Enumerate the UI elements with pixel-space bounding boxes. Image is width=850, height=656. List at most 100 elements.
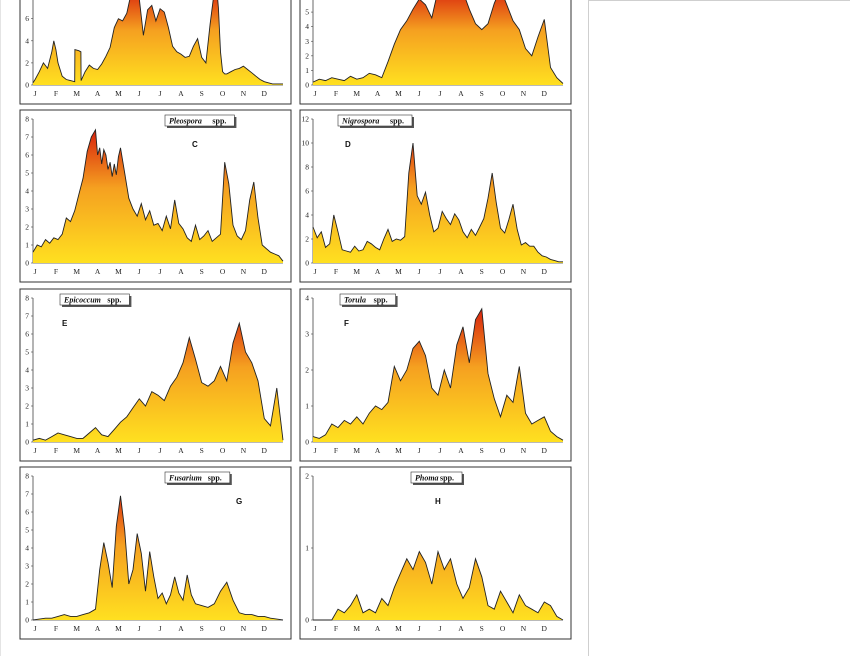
- month-label: J: [159, 624, 162, 633]
- month-label: M: [115, 89, 122, 98]
- y-tick-label: 4: [305, 22, 309, 31]
- y-tick-label: 4: [25, 187, 29, 196]
- y-tick-label: 1: [25, 420, 29, 429]
- series-line: [313, 549, 564, 621]
- chart-panel-h: 0 1 2 J F M A M J J A S O N D Phoma spp. H: [299, 466, 572, 640]
- month-label: A: [95, 267, 101, 276]
- month-label: N: [521, 624, 527, 633]
- month-label: M: [115, 267, 122, 276]
- y-tick-label: 5: [25, 169, 29, 178]
- y-tick-label: 2: [305, 51, 309, 60]
- month-label: M: [73, 267, 80, 276]
- page-left-edge: [0, 0, 1, 656]
- month-label: M: [395, 624, 402, 633]
- y-tick-label: 3: [25, 384, 29, 393]
- month-label: O: [220, 624, 226, 633]
- month-label: M: [73, 446, 80, 455]
- title-genus: Fusarium: [168, 474, 202, 483]
- panel-letter: G: [236, 497, 242, 506]
- y-tick-label: 8: [25, 0, 29, 1]
- y-tick-label: 6: [25, 330, 29, 339]
- y-tick-label: 0: [25, 616, 29, 625]
- month-label: F: [334, 89, 338, 98]
- y-tick-label: 0: [25, 259, 29, 268]
- month-label: A: [458, 446, 464, 455]
- y-tick-label: 8: [25, 115, 29, 124]
- month-label: F: [54, 267, 58, 276]
- month-label: A: [458, 267, 464, 276]
- y-tick-label: 2: [305, 235, 309, 244]
- y-tick-label: 1: [305, 402, 309, 411]
- month-label: F: [334, 446, 338, 455]
- month-label: A: [458, 624, 464, 633]
- title-box: [164, 114, 235, 127]
- chart-panel-g: 0 1 2 3 4 5 6 7 8 J F M A M J J A S O N D Fusarium spp. G: [19, 466, 292, 640]
- month-label: A: [375, 446, 381, 455]
- month-label: A: [95, 446, 101, 455]
- month-label: N: [521, 89, 527, 98]
- month-label: J: [159, 267, 162, 276]
- chart-panel-a: 0 2 4 6 8 J F M A M J J A S O N D: [19, 0, 292, 105]
- chart-panel-b: 0 1 2 3 4 5 6 J F M A M J J A S O N D: [299, 0, 572, 105]
- month-label: J: [439, 267, 442, 276]
- y-tick-label: 3: [305, 330, 309, 339]
- month-label: A: [178, 267, 184, 276]
- month-label: J: [418, 446, 421, 455]
- area-fill: [313, 0, 563, 85]
- month-label: N: [521, 446, 527, 455]
- panel-letter: H: [435, 497, 441, 506]
- title-suffix: spp.: [107, 296, 121, 305]
- y-tick-label: 3: [305, 37, 309, 46]
- y-tick-label: 2: [25, 223, 29, 232]
- month-label: A: [178, 624, 184, 633]
- title-suffix: spp.: [390, 117, 404, 126]
- month-label: A: [458, 89, 464, 98]
- y-tick-label: 5: [305, 8, 309, 17]
- y-tick-label: 7: [25, 490, 29, 499]
- series-line: [312, 307, 564, 441]
- right-panel-top-border: [589, 0, 850, 1]
- month-label: M: [353, 624, 360, 633]
- y-tick-label: 0: [305, 438, 309, 447]
- y-tick-label: 4: [25, 36, 29, 45]
- month-label: O: [500, 267, 506, 276]
- y-tick-label: 1: [25, 241, 29, 250]
- chart-panel-f: 0 1 2 3 4 J F M A M J J A S O N D Torula spp. F: [299, 288, 572, 462]
- month-label: M: [115, 446, 122, 455]
- month-label: J: [314, 624, 317, 633]
- month-label: D: [542, 446, 548, 455]
- title-box: [410, 471, 463, 484]
- area-fill: [33, 0, 283, 85]
- title-genus: Phoma: [415, 474, 439, 483]
- month-label: J: [138, 267, 141, 276]
- month-label: J: [314, 89, 317, 98]
- month-label: M: [353, 89, 360, 98]
- month-label: S: [200, 89, 204, 98]
- y-tick-label: 3: [25, 205, 29, 214]
- month-label: A: [375, 624, 381, 633]
- month-label: O: [500, 624, 506, 633]
- area-fill: [313, 143, 563, 263]
- month-label: F: [334, 267, 338, 276]
- month-label: O: [220, 89, 226, 98]
- month-label: J: [418, 624, 421, 633]
- y-tick-label: 6: [305, 187, 309, 196]
- month-label: M: [395, 89, 402, 98]
- month-label: J: [138, 446, 141, 455]
- month-label: O: [500, 446, 506, 455]
- month-label: J: [439, 624, 442, 633]
- y-tick-label: 6: [25, 508, 29, 517]
- chart-panel-e: 0 1 2 3 4 5 6 7 8 J F M A M J J A S O N D Epicoccum spp. E: [19, 288, 292, 462]
- month-label: N: [241, 624, 247, 633]
- y-tick-label: 2: [25, 580, 29, 589]
- month-label: M: [395, 446, 402, 455]
- month-label: F: [54, 446, 58, 455]
- month-label: F: [334, 624, 338, 633]
- month-label: S: [200, 267, 204, 276]
- month-label: D: [542, 624, 548, 633]
- month-label: M: [353, 267, 360, 276]
- month-label: J: [314, 267, 317, 276]
- month-label: J: [439, 446, 442, 455]
- y-tick-label: 10: [302, 139, 310, 148]
- month-label: S: [200, 624, 204, 633]
